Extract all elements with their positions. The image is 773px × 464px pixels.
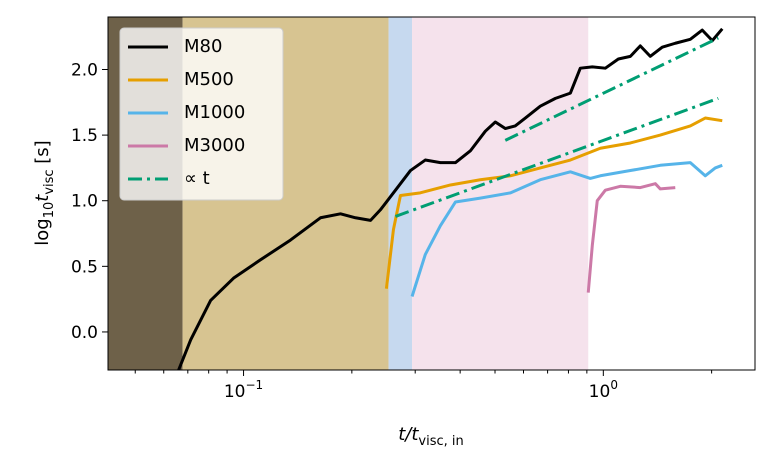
x-tick-label: 10−1 bbox=[224, 378, 263, 402]
y-tick-label: 0.5 bbox=[71, 257, 98, 277]
ticks: 0.00.51.01.52.010−1 100 bbox=[71, 60, 713, 402]
series-line bbox=[394, 36, 719, 218]
x-tick-base: 10 bbox=[589, 382, 611, 402]
legend-label: M1000 bbox=[184, 102, 245, 123]
legend-label: M500 bbox=[184, 69, 234, 90]
series-line bbox=[384, 116, 723, 289]
y-label-log: log bbox=[32, 218, 53, 245]
y-axis-label: log10tvisc [s] bbox=[32, 140, 57, 245]
legend-box bbox=[119, 27, 284, 201]
x-label-main: t/t bbox=[398, 424, 419, 445]
y-label-base: 10 bbox=[42, 202, 57, 219]
x-tick-label: 100 bbox=[589, 378, 618, 402]
y-tick-label: 2.0 bbox=[71, 60, 98, 80]
y-label-t: t bbox=[32, 194, 53, 202]
y-label-sub: visc bbox=[42, 169, 57, 194]
legend-label: ∝ t bbox=[184, 168, 210, 189]
x-tick-base: 10 bbox=[224, 382, 246, 402]
y-tick-label: 1.0 bbox=[71, 192, 98, 212]
legend: M80 M500 M1000 M3000 ∝ t bbox=[119, 27, 284, 201]
x-label-sub: visc, in bbox=[418, 434, 463, 449]
x-tick-exponent: −1 bbox=[246, 378, 264, 392]
legend-label: M3000 bbox=[184, 135, 245, 156]
x-axis-label: t/tvisc, in bbox=[398, 424, 464, 449]
y-tick-label: 0.0 bbox=[71, 323, 98, 343]
legend-label: M80 bbox=[184, 36, 222, 57]
y-tick-label: 1.5 bbox=[71, 126, 98, 146]
axes-frame bbox=[107, 16, 756, 371]
series-line bbox=[586, 182, 676, 293]
x-tick-exponent: 0 bbox=[610, 378, 618, 392]
lines bbox=[177, 27, 724, 370]
series-line bbox=[410, 161, 723, 297]
shaded-region bbox=[388, 17, 413, 370]
y-label-unit: [s] bbox=[32, 140, 53, 169]
series-line bbox=[177, 27, 724, 370]
